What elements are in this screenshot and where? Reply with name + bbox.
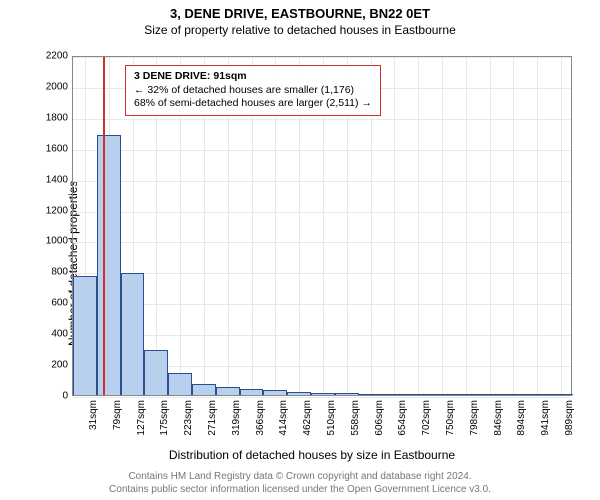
histogram-bar bbox=[383, 394, 407, 395]
histogram-bar bbox=[192, 384, 216, 395]
annotation-box: 3 DENE DRIVE: 91sqm ← 32% of detached ho… bbox=[125, 65, 381, 116]
histogram-bar bbox=[359, 394, 383, 395]
gridline-h bbox=[73, 273, 571, 274]
histogram-chart: Number of detached properties 3 DENE DRI… bbox=[52, 56, 572, 428]
gridline-h bbox=[73, 150, 571, 151]
histogram-bar bbox=[335, 393, 359, 395]
histogram-bar bbox=[97, 135, 121, 395]
histogram-bar bbox=[121, 273, 145, 395]
ytick-label: 2200 bbox=[46, 51, 68, 62]
xtick-label: 319sqm bbox=[231, 400, 242, 436]
ytick-label: 400 bbox=[51, 329, 68, 340]
gridline-h bbox=[73, 397, 571, 398]
xtick-label: 846sqm bbox=[493, 400, 504, 436]
gridline-h bbox=[73, 335, 571, 336]
footer-line-2: Contains public sector information licen… bbox=[0, 484, 600, 497]
xtick-label: 606sqm bbox=[374, 400, 385, 436]
xtick-label: 654sqm bbox=[397, 400, 408, 436]
gridline-h bbox=[73, 212, 571, 213]
x-axis-label: Distribution of detached houses by size … bbox=[52, 448, 572, 462]
page-subtitle: Size of property relative to detached ho… bbox=[0, 21, 600, 37]
ytick-label: 1800 bbox=[46, 112, 68, 123]
gridline-v bbox=[394, 57, 395, 395]
ytick-label: 200 bbox=[51, 360, 68, 371]
xtick-label: 989sqm bbox=[564, 400, 575, 436]
gridline-v bbox=[537, 57, 538, 395]
ytick-label: 1400 bbox=[46, 174, 68, 185]
xtick-label: 702sqm bbox=[421, 400, 432, 436]
xtick-label: 462sqm bbox=[302, 400, 313, 436]
footer-line-1: Contains HM Land Registry data © Crown c… bbox=[0, 471, 600, 484]
annotation-line-2: ← 32% of detached houses are smaller (1,… bbox=[134, 84, 372, 98]
xtick-label: 175sqm bbox=[159, 400, 170, 436]
xtick-label: 510sqm bbox=[326, 400, 337, 436]
histogram-bar bbox=[430, 394, 454, 395]
gridline-v bbox=[561, 57, 562, 395]
ytick-label: 1200 bbox=[46, 205, 68, 216]
ytick-label: 0 bbox=[62, 391, 68, 402]
xtick-label: 127sqm bbox=[136, 400, 147, 436]
histogram-bar bbox=[454, 394, 478, 395]
histogram-bar bbox=[168, 373, 192, 395]
gridline-v bbox=[513, 57, 514, 395]
ytick-label: 2000 bbox=[46, 81, 68, 92]
footer: Contains HM Land Registry data © Crown c… bbox=[0, 471, 600, 496]
page: 3, DENE DRIVE, EASTBOURNE, BN22 0ET Size… bbox=[0, 0, 600, 500]
gridline-v bbox=[490, 57, 491, 395]
gridline-h bbox=[73, 57, 571, 58]
gridline-h bbox=[73, 119, 571, 120]
xtick-label: 223sqm bbox=[183, 400, 194, 436]
histogram-bar bbox=[406, 394, 430, 395]
histogram-bar bbox=[549, 394, 573, 395]
histogram-bar bbox=[216, 387, 240, 396]
marker-line bbox=[103, 57, 105, 395]
histogram-bar bbox=[240, 389, 264, 395]
xtick-label: 894sqm bbox=[516, 400, 527, 436]
xtick-label: 414sqm bbox=[278, 400, 289, 436]
xtick-label: 79sqm bbox=[112, 400, 123, 430]
histogram-bar bbox=[144, 350, 168, 395]
xtick-label: 31sqm bbox=[88, 400, 99, 430]
plot-area: 3 DENE DRIVE: 91sqm ← 32% of detached ho… bbox=[72, 56, 572, 396]
histogram-bar bbox=[525, 394, 549, 395]
histogram-bar bbox=[478, 394, 502, 395]
histogram-bar bbox=[311, 393, 335, 395]
gridline-h bbox=[73, 181, 571, 182]
ytick-label: 1000 bbox=[46, 236, 68, 247]
gridline-h bbox=[73, 242, 571, 243]
ytick-label: 800 bbox=[51, 267, 68, 278]
gridline-v bbox=[466, 57, 467, 395]
histogram-bar bbox=[287, 392, 311, 395]
histogram-bar bbox=[502, 394, 526, 395]
xtick-label: 558sqm bbox=[350, 400, 361, 436]
page-title: 3, DENE DRIVE, EASTBOURNE, BN22 0ET bbox=[0, 0, 600, 21]
histogram-bar bbox=[263, 390, 287, 395]
gridline-v bbox=[442, 57, 443, 395]
annotation-line-1: 3 DENE DRIVE: 91sqm bbox=[134, 70, 372, 84]
gridline-h bbox=[73, 304, 571, 305]
xtick-label: 941sqm bbox=[540, 400, 551, 436]
ytick-label: 600 bbox=[51, 298, 68, 309]
xtick-label: 798sqm bbox=[469, 400, 480, 436]
xtick-label: 271sqm bbox=[207, 400, 218, 436]
annotation-line-3: 68% of semi-detached houses are larger (… bbox=[134, 97, 372, 111]
ytick-label: 1600 bbox=[46, 143, 68, 154]
gridline-v bbox=[418, 57, 419, 395]
histogram-bar bbox=[73, 276, 97, 395]
xtick-label: 366sqm bbox=[255, 400, 266, 436]
xtick-label: 750sqm bbox=[445, 400, 456, 436]
